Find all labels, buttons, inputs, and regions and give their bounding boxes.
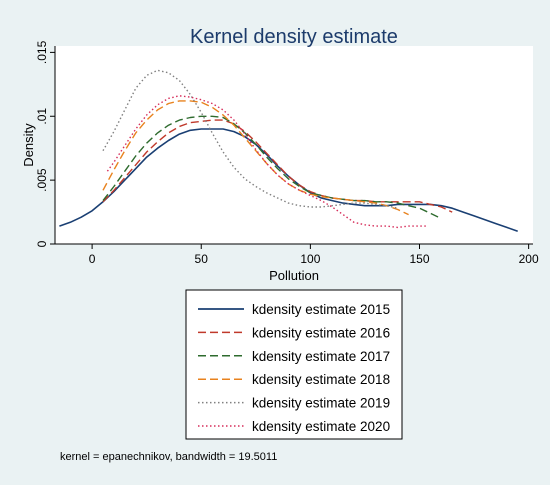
y-tick-label: 0	[35, 240, 49, 247]
kernel-note: kernel = epanechnikov, bandwidth = 19.50…	[60, 451, 277, 463]
series-line-4	[102, 100, 409, 216]
legend-label: kdensity estimate 2016	[252, 325, 390, 340]
series-line-1	[59, 128, 518, 232]
x-tick-label: 200	[519, 252, 539, 266]
y-axis-title: Density	[21, 123, 36, 167]
y-tick-label: .01	[35, 108, 49, 125]
legend-label: kdensity estimate 2019	[252, 396, 390, 411]
series-line-3	[102, 115, 442, 220]
legend-box	[185, 289, 403, 440]
y-tick-label: .005	[35, 168, 49, 192]
legend-label: kdensity estimate 2017	[252, 349, 390, 364]
series-lines	[59, 69, 518, 232]
x-tick-label: 50	[195, 252, 209, 266]
chart-title: Kernel density estimate	[190, 26, 398, 48]
x-tick-label: 0	[89, 252, 96, 266]
x-tick-label: 150	[409, 252, 429, 266]
y-tick-label: .015	[35, 40, 49, 64]
legend-label: kdensity estimate 2018	[252, 372, 390, 387]
plot-area	[55, 46, 533, 244]
series-line-5	[102, 69, 398, 209]
series-line-2	[102, 119, 453, 213]
legend-label: kdensity estimate 2020	[252, 419, 390, 434]
x-tick-label: 100	[300, 252, 320, 266]
y-axis-ticks: 0 .005 .01 .015	[35, 40, 55, 247]
legend-label: kdensity estimate 2015	[252, 302, 390, 317]
legend: kdensity estimate 2015 kdensity estimate …	[185, 289, 403, 440]
x-axis-title: Pollution	[269, 268, 319, 283]
x-axis-ticks: 0 50 100 150 200	[89, 244, 539, 266]
legend-entries: kdensity estimate 2015 kdensity estimate …	[198, 302, 390, 434]
